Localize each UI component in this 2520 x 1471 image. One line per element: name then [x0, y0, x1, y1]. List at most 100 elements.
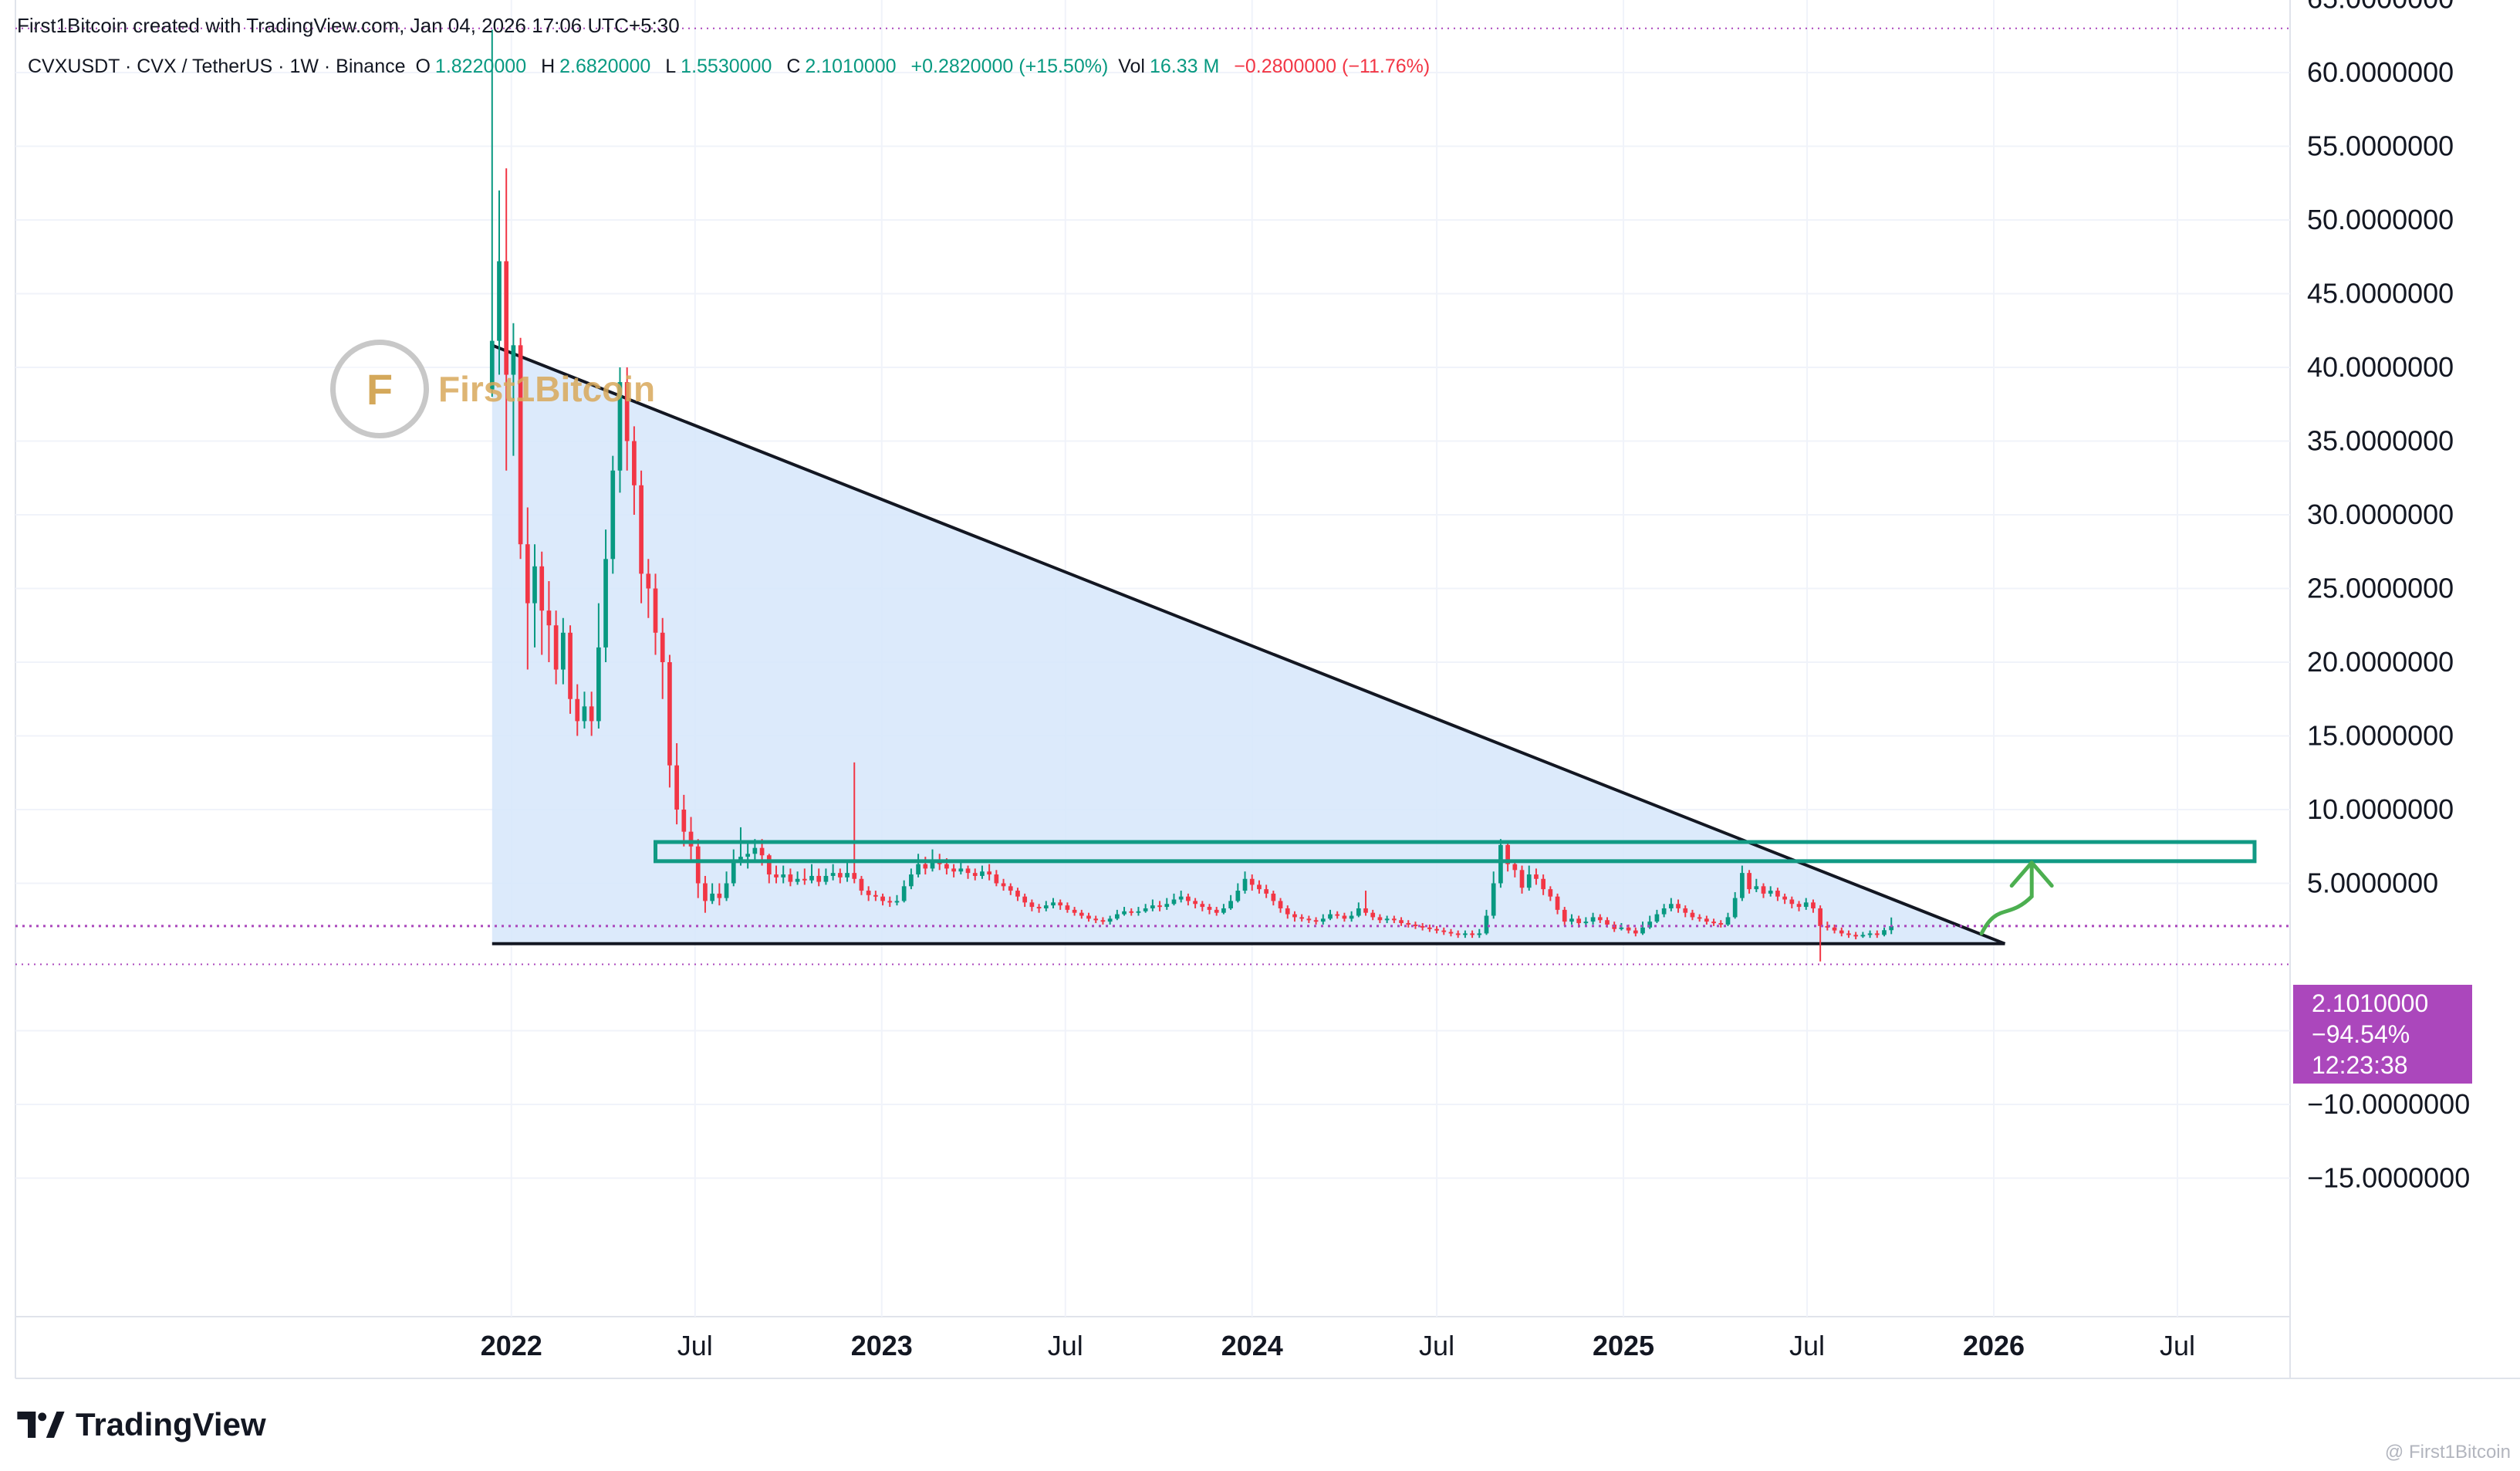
candle-body	[1306, 918, 1312, 921]
candle-body	[703, 883, 708, 901]
candle-body	[1860, 935, 1866, 937]
candle-body	[1555, 896, 1560, 910]
tradingview-logo-icon	[17, 1412, 65, 1438]
tradingview-brand: TradingView	[76, 1406, 266, 1442]
candle-body	[497, 261, 502, 341]
candle-body	[1761, 886, 1766, 894]
candle-body	[489, 340, 495, 390]
candle-body	[1370, 912, 1376, 918]
candle-body	[1448, 932, 1454, 934]
y-tick-label: 40.0000000	[2307, 351, 2454, 383]
current-price-tag: 2.1010000 −94.54% 12:23:38	[2293, 985, 2472, 1084]
x-tick-label: 2026	[1963, 1330, 2025, 1361]
open-label: O	[415, 56, 431, 77]
candle-body	[1065, 905, 1070, 910]
candle-body	[1058, 902, 1063, 906]
candle-body	[1122, 911, 1127, 915]
candle-body	[816, 875, 822, 882]
candle-body	[1036, 907, 1042, 909]
candle-body	[1633, 930, 1638, 934]
candle-body	[1668, 904, 1674, 908]
breakout-arrow-head	[2009, 861, 2054, 888]
candle-body	[575, 698, 580, 722]
candle-body	[1043, 905, 1049, 908]
candle-body	[873, 894, 878, 897]
candle-body	[546, 610, 552, 626]
candle-body	[1676, 904, 1681, 908]
breakout-arrow	[1979, 864, 2034, 935]
candle-body	[859, 878, 864, 891]
candle-body	[809, 875, 814, 881]
tradingview-logo[interactable]: TradingView	[17, 1406, 266, 1443]
x-tick-label: 2024	[1221, 1330, 1283, 1361]
candle-body	[518, 345, 523, 545]
candle-body	[1221, 908, 1226, 913]
candle-body	[1747, 873, 1752, 890]
candle-body	[774, 874, 779, 878]
candle-body	[745, 854, 751, 857]
candle-body	[1718, 923, 1724, 925]
candle-body	[823, 875, 829, 882]
candle-body	[1051, 902, 1056, 906]
candle-body	[1328, 914, 1333, 919]
candle-body	[1548, 889, 1553, 897]
candle-body	[1434, 928, 1439, 931]
y-tick-label: 35.0000000	[2307, 425, 2454, 457]
candle-body	[1775, 891, 1780, 897]
candle-body	[1484, 915, 1489, 934]
candle-body	[1562, 909, 1567, 922]
candle-body	[1072, 909, 1077, 913]
candle-body	[1015, 891, 1020, 897]
y-tick-label: 25.0000000	[2307, 573, 2454, 604]
candle-body	[1228, 901, 1233, 908]
candle-body	[1697, 917, 1702, 919]
candle-body	[1271, 893, 1276, 901]
candle-body	[1605, 920, 1610, 925]
candle-body	[1626, 927, 1631, 931]
candle-body	[639, 485, 644, 574]
candle-body	[1576, 918, 1582, 924]
candle-body	[731, 859, 736, 884]
candle-body	[1114, 914, 1120, 919]
y-tick-label: −10.0000000	[2307, 1088, 2470, 1120]
candle-body	[724, 883, 729, 898]
close-value: 2.1010000	[805, 56, 897, 77]
candle-body	[1463, 933, 1468, 935]
candle-body	[1782, 896, 1787, 900]
candle-body	[1867, 933, 1873, 935]
candle-body	[1534, 874, 1539, 879]
bar-countdown: 12:23:38	[2312, 1051, 2408, 1079]
symbol-label[interactable]: CVXUSDT · CVX / TetherUS · 1W · Binance	[28, 56, 406, 77]
close-label: C	[786, 56, 801, 77]
candle-body	[1257, 884, 1262, 890]
candle-body	[1647, 921, 1653, 928]
candle-body	[1882, 930, 1887, 935]
candle-body	[944, 864, 949, 869]
candle-body	[681, 810, 687, 832]
current-price-value: 2.1010000	[2312, 989, 2429, 1017]
candle-body	[1874, 933, 1880, 935]
candle-body	[880, 896, 885, 901]
candle-body	[717, 893, 722, 898]
descending-trendline	[492, 343, 2006, 945]
candle-body	[1825, 925, 1830, 928]
candle-body	[1093, 918, 1099, 921]
author-credit: @ First1Bitcoin	[2384, 1442, 2511, 1463]
y-tick-label: 5.0000000	[2307, 867, 2438, 899]
candle-body	[568, 632, 573, 699]
candle-body	[688, 831, 694, 847]
candle-body	[610, 470, 616, 560]
candle-body	[1320, 918, 1326, 922]
y-tick-label: 65.0000000	[2307, 0, 2454, 15]
candle-body	[710, 893, 714, 901]
resistance-zone-box	[654, 840, 2257, 864]
candle-body	[695, 846, 701, 884]
volume-label: Vol	[1118, 56, 1145, 77]
candle-body	[987, 871, 991, 875]
candle-body	[759, 847, 765, 856]
ohlc-legend: CVXUSDT · CVX / TetherUS · 1W · Binance …	[28, 56, 1434, 78]
candle-body	[1839, 930, 1844, 934]
watermark: F First1Bitcoin	[330, 340, 655, 438]
candle-body	[553, 625, 559, 670]
